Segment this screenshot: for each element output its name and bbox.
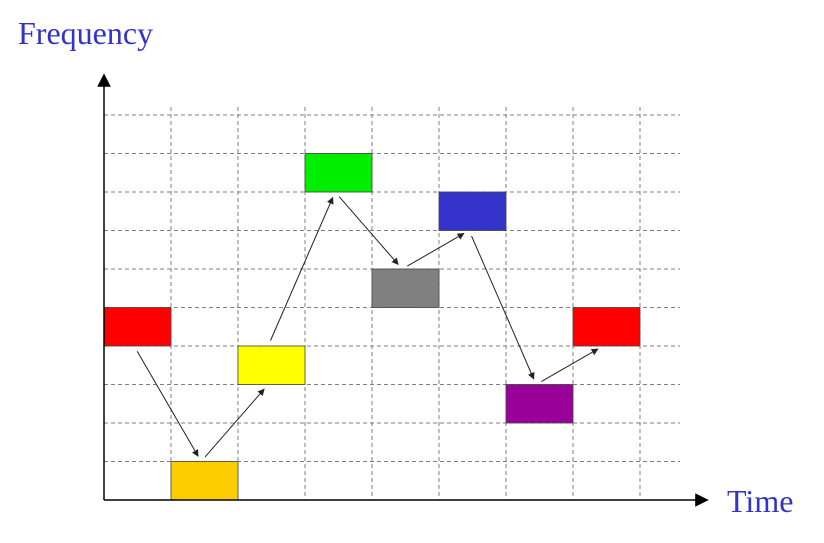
hop-transition-arrows [136,196,599,458]
hop-boxes [103,153,641,501]
hop-box-slot-7 [505,384,574,424]
hop-arrow-4-to-5 [338,196,399,266]
y-axis-label: Frequency [18,15,153,51]
hop-arrow-2-to-3 [204,388,265,458]
hop-arrow-5-to-6 [407,233,465,267]
hop-box-slot-8 [572,307,641,347]
hop-box-slot-1 [103,307,172,347]
hop-arrow-3-to-4 [270,196,334,341]
hop-box-slot-6 [438,191,507,231]
hop-box-slot-5 [371,268,440,308]
x-axis-label: Time [727,483,793,519]
hop-arrow-6-to-7 [471,235,535,380]
hop-arrow-1-to-2 [136,350,199,457]
hop-box-slot-3 [237,345,306,385]
hop-box-slot-4 [304,153,373,193]
hop-arrow-7-to-8 [541,348,599,382]
hop-box-slot-2 [170,461,239,501]
